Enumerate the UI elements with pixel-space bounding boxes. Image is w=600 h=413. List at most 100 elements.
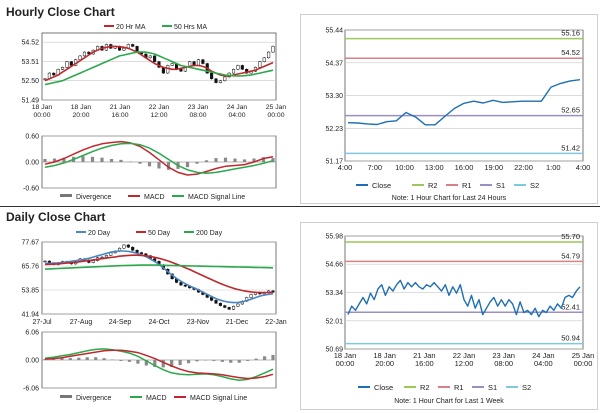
macd-line bbox=[44, 142, 274, 175]
x-tick-label: 20:00 bbox=[72, 112, 89, 119]
y-tick-label: 53.51 bbox=[21, 59, 39, 66]
y-tick-label: 0.00 bbox=[25, 160, 39, 167]
pivot-note: Note: 1 Hour Chart for Last 24 Hours bbox=[392, 195, 507, 202]
candle bbox=[210, 72, 214, 80]
legend-label: S1 bbox=[488, 383, 497, 392]
pivot-level-label: 55.16 bbox=[561, 29, 580, 38]
candle bbox=[236, 65, 240, 70]
candle bbox=[218, 302, 222, 306]
legend-swatch bbox=[60, 395, 72, 398]
y-tick-label: 55.44 bbox=[325, 28, 343, 35]
candle bbox=[240, 65, 244, 70]
candle bbox=[249, 294, 253, 298]
candle bbox=[236, 303, 240, 307]
candle bbox=[231, 305, 236, 310]
candle bbox=[82, 51, 87, 57]
divergence-bar bbox=[102, 358, 106, 360]
divergence-bar bbox=[52, 158, 57, 162]
ma-line bbox=[44, 45, 274, 82]
candle bbox=[126, 244, 130, 248]
y-tick-label: 52.01 bbox=[325, 318, 343, 325]
candle bbox=[258, 61, 262, 68]
divergence-bar bbox=[242, 159, 247, 162]
divergence-bar bbox=[170, 360, 174, 367]
section-divider bbox=[0, 206, 600, 207]
legend-label: S2 bbox=[530, 181, 539, 190]
candle bbox=[196, 59, 201, 66]
x-tick-label: 4:00 bbox=[576, 163, 591, 172]
divergence-bar bbox=[127, 360, 132, 362]
legend-label: MACD bbox=[144, 194, 165, 201]
x-tick-label: 19:00 bbox=[484, 163, 503, 172]
divergence-bar bbox=[119, 360, 123, 361]
legend-swatch bbox=[60, 194, 72, 197]
divergence-bar bbox=[136, 360, 140, 364]
hourly-pivot-legend: Close R2 R1 S1 S2 bbox=[356, 181, 539, 190]
daily-pivot-legend: Close R2 R1 S1 S2 bbox=[358, 383, 531, 392]
pivot-level-label: 50.94 bbox=[561, 334, 580, 343]
y-tick-label: 54.66 bbox=[325, 262, 343, 269]
y-tick-label: 65.76 bbox=[21, 264, 39, 271]
candle bbox=[271, 290, 275, 293]
divergence-bar bbox=[220, 360, 224, 362]
legend-label: S2 bbox=[522, 383, 531, 392]
divergence-bar bbox=[62, 157, 66, 162]
divergence-bar bbox=[147, 162, 152, 167]
candle bbox=[267, 51, 271, 59]
divergence-bar bbox=[214, 158, 218, 162]
legend-label: 50 Hrs MA bbox=[174, 24, 207, 31]
candle bbox=[183, 284, 187, 287]
x-tick-label: 7:00 bbox=[367, 163, 382, 172]
divergence-bar bbox=[271, 354, 275, 360]
x-tick-label: 00:00 bbox=[574, 359, 593, 368]
candle bbox=[122, 244, 126, 249]
x-tick-label: 00:00 bbox=[33, 112, 50, 119]
candle bbox=[65, 61, 69, 68]
legend-label: MACD Signal Line bbox=[188, 194, 245, 201]
y-tick-label: 77.67 bbox=[21, 240, 39, 247]
candle bbox=[214, 300, 218, 304]
legend-label: R2 bbox=[428, 181, 438, 190]
y-tick-label: 53.30 bbox=[325, 93, 343, 100]
y-tick-label: -0.60 bbox=[23, 186, 39, 193]
candle bbox=[179, 282, 183, 286]
divergence-bar bbox=[204, 160, 209, 162]
y-tick-label: 50.69 bbox=[325, 347, 343, 354]
close-line bbox=[347, 79, 581, 126]
legend-label: Divergence bbox=[76, 194, 112, 201]
divergence-bar bbox=[262, 356, 267, 360]
y-tick-label: 41.94 bbox=[21, 312, 39, 319]
candle bbox=[60, 67, 65, 70]
candle bbox=[231, 69, 236, 74]
x-tick-label: 25 Jan bbox=[572, 351, 595, 360]
hourly-price-legend: 20 Hr MA 50 Hrs MA bbox=[104, 24, 207, 31]
candle bbox=[262, 57, 266, 62]
x-tick-label: 23-Nov bbox=[187, 319, 210, 326]
divergence-bar bbox=[223, 157, 228, 162]
y-tick-label: 54.37 bbox=[325, 60, 343, 67]
legend-label: 20 Day bbox=[88, 230, 111, 237]
pivot-note: Note: 1 Hour Chart for Last 1 Week bbox=[394, 398, 504, 405]
pivot-frame bbox=[300, 222, 598, 410]
candle bbox=[78, 55, 82, 60]
candle bbox=[227, 307, 231, 310]
divergence-bar bbox=[119, 159, 123, 162]
x-tick-label: 16:00 bbox=[415, 359, 434, 368]
daily-price-legend: 20 Day 50 Day 200 Day bbox=[76, 230, 223, 237]
pivot-level-label: 52.41 bbox=[561, 302, 580, 311]
x-tick-label: 18 Jan bbox=[373, 351, 396, 360]
ma-line bbox=[44, 254, 274, 294]
macd-line bbox=[44, 348, 274, 382]
y-tick-label: -6.06 bbox=[23, 386, 39, 393]
divergence-bar bbox=[100, 157, 104, 162]
x-tick-label: 25 Jan bbox=[266, 104, 287, 111]
legend-label: 50 Day bbox=[148, 230, 171, 237]
candle bbox=[43, 78, 47, 80]
hourly-macd-legend: Divergence MACD MACD Signal Line bbox=[60, 194, 245, 201]
x-tick-label: 23 Jan bbox=[492, 351, 515, 360]
x-tick-label: 13:00 bbox=[425, 163, 444, 172]
x-tick-label: 12:00 bbox=[455, 359, 474, 368]
y-tick-label: 0.60 bbox=[25, 134, 39, 141]
hourly-pivot-chart: Close R2 R1 S1 S2 Note: 1 Hour Chart for… bbox=[300, 14, 598, 204]
macd-line bbox=[44, 349, 274, 380]
